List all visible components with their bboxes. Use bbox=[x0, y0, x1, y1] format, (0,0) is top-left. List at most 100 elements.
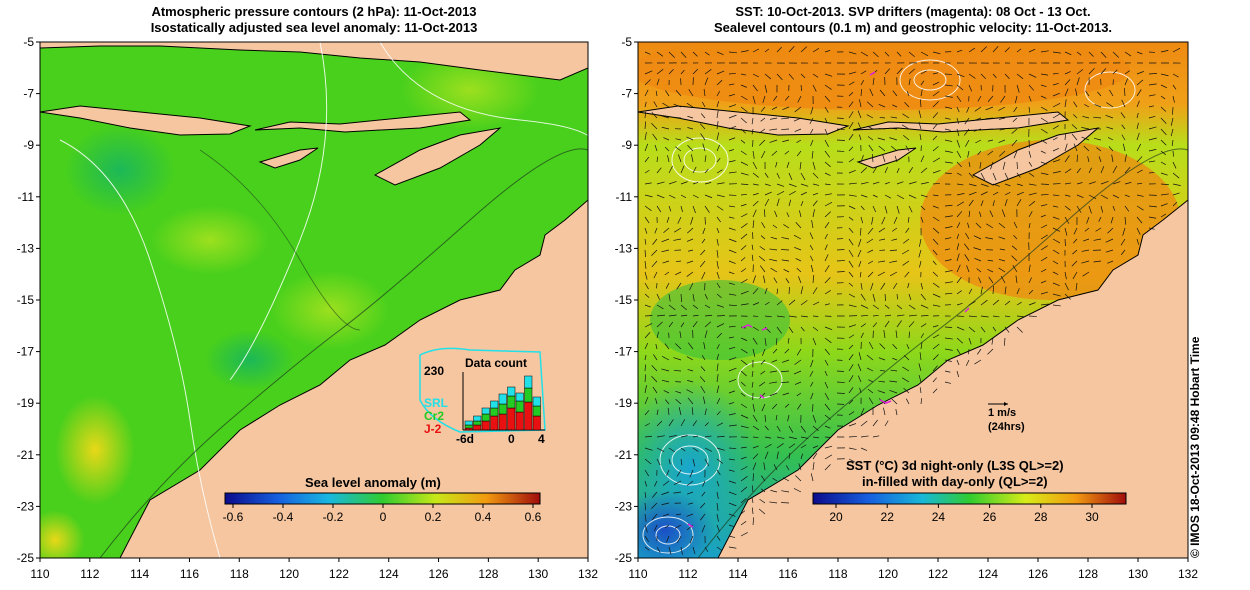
inset-legend-j2: J-2 bbox=[424, 422, 442, 436]
right-title-line1: SST: 10-Oct-2013. SVP drifters (magenta)… bbox=[735, 4, 1091, 19]
inset-xtick-start: -6d bbox=[456, 432, 474, 446]
left-map bbox=[40, 42, 588, 558]
inset-bar bbox=[498, 413, 507, 431]
inset-bar bbox=[481, 420, 490, 431]
colorbar-tick-label: 20 bbox=[829, 510, 843, 524]
left-title-line2: Isostatically adjusted sea level anomaly… bbox=[150, 20, 478, 35]
bathymetry-contour bbox=[697, 148, 1188, 558]
lat-tick-label: -25 bbox=[17, 551, 35, 565]
inset-bar bbox=[515, 411, 524, 431]
lat-tick-label: -5 bbox=[621, 35, 632, 49]
colorbar-tick-label: -0.4 bbox=[273, 510, 294, 524]
velocity-scale-label: 1 m/s bbox=[988, 407, 1017, 419]
island-java bbox=[638, 105, 850, 136]
lat-tick-label: -21 bbox=[17, 448, 35, 462]
inset-bar bbox=[507, 386, 516, 397]
sst-colorbar-title-line1: SST (°C) 3d night-only (L3S QL>=2) bbox=[846, 458, 1064, 473]
island-chain-nusa-tenggara bbox=[852, 111, 1070, 133]
inset-bar bbox=[490, 415, 499, 431]
colorbar-tick-label: 0 bbox=[380, 510, 387, 524]
lat-tick-label: -5 bbox=[23, 35, 34, 49]
lon-tick-label: 112 bbox=[80, 567, 99, 581]
lat-tick-label: -25 bbox=[615, 551, 633, 565]
data-count-inset bbox=[419, 347, 546, 433]
lat-tick-label: -7 bbox=[621, 87, 632, 101]
sst-colorbar-title-line2: in-filled with day-only (QL>=2) bbox=[862, 474, 1048, 489]
lat-tick-label: -9 bbox=[23, 138, 34, 152]
lon-tick-label: 132 bbox=[1178, 567, 1198, 581]
inset-bar bbox=[490, 400, 499, 409]
imos-credit: © IMOS 18-Oct-2013 09:48 Hobart Time bbox=[1188, 336, 1202, 558]
lon-tick-label: 118 bbox=[230, 567, 249, 581]
velocity-scale-arrow bbox=[988, 402, 1008, 406]
lon-tick-label: 120 bbox=[878, 567, 898, 581]
colorbar-tick-label: 30 bbox=[1085, 510, 1099, 524]
svp-drifter-tracks bbox=[687, 71, 970, 528]
lat-tick-label: -11 bbox=[18, 190, 35, 204]
lon-tick-label: 122 bbox=[329, 567, 349, 581]
lon-tick-label: 114 bbox=[728, 567, 747, 581]
lon-tick-label: 130 bbox=[1128, 567, 1148, 581]
island-sumba bbox=[856, 147, 917, 169]
sla-colorbar-ticks: -0.6 -0.4 -0.2 0 0.2 0.4 0.6 bbox=[223, 504, 542, 524]
lon-tick-label: 114 bbox=[130, 567, 149, 581]
axis-ticks: -5 -7 -9 -11 -13 -15 -17 -19 -21 -23 -25 110 112 114 1… bbox=[17, 35, 1199, 581]
lon-tick-label: 122 bbox=[928, 567, 948, 581]
inset-legend-cr2: Cr2 bbox=[424, 409, 445, 423]
colorbar-tick-label: 0.2 bbox=[425, 510, 442, 524]
island-timor bbox=[971, 127, 1100, 186]
lat-tick-label: -7 bbox=[23, 87, 34, 101]
right-title-line2: Sealevel contours (0.1 m) and geostrophi… bbox=[713, 20, 1113, 35]
colorbar-tick-label: 26 bbox=[983, 510, 997, 524]
inset-bar bbox=[532, 415, 541, 431]
inset-legend-srl: SRL bbox=[424, 396, 448, 410]
bathymetry-contour bbox=[199, 149, 361, 331]
lon-tick-label: 126 bbox=[1028, 567, 1048, 581]
lon-tick-label: 124 bbox=[978, 567, 998, 581]
colorbar-tick-label: 22 bbox=[881, 510, 895, 524]
lat-tick-label: -13 bbox=[615, 241, 633, 255]
right-title: SST: 10-Oct-2013. SVP drifters (magenta)… bbox=[638, 4, 1188, 36]
inset-bar bbox=[481, 413, 490, 422]
inset-bar bbox=[464, 420, 473, 426]
inset-bar bbox=[464, 424, 473, 429]
colorbar-tick-label: -0.2 bbox=[323, 510, 344, 524]
inset-bar bbox=[498, 403, 507, 415]
lat-tick-label: -11 bbox=[616, 190, 633, 204]
sst-warm-north bbox=[638, 42, 1130, 110]
inset-bar bbox=[515, 392, 524, 402]
pressure-contour bbox=[229, 42, 328, 381]
colorbar-tick-label: 0.6 bbox=[525, 510, 542, 524]
sst-colorbar bbox=[812, 492, 1127, 505]
colorbar-tick-label: 28 bbox=[1034, 510, 1048, 524]
bathymetry-contour bbox=[99, 148, 588, 558]
left-title: Atmospheric pressure contours (2 hPa): 1… bbox=[40, 4, 588, 36]
inset-bar bbox=[532, 405, 541, 417]
inset-bar bbox=[532, 396, 541, 407]
velocity-scale-sublabel: (24hrs) bbox=[988, 421, 1025, 433]
lon-tick-label: 110 bbox=[628, 567, 647, 581]
colorbar-tick-label: 0.4 bbox=[475, 510, 492, 524]
colorbar-tick-label: 24 bbox=[932, 510, 946, 524]
right-map bbox=[638, 42, 1188, 558]
lon-tick-label: 128 bbox=[1078, 567, 1098, 581]
inset-bar bbox=[473, 415, 482, 422]
geostrophic-velocity-arrows bbox=[644, 46, 1181, 555]
inset-bar bbox=[473, 424, 482, 431]
inset-xtick-zero: 0 bbox=[508, 432, 515, 446]
inset-bar bbox=[490, 407, 499, 417]
lat-tick-label: -9 bbox=[621, 138, 632, 152]
inset-bar bbox=[524, 375, 533, 389]
lon-tick-label: 132 bbox=[578, 567, 598, 581]
lon-tick-label: 124 bbox=[379, 567, 399, 581]
lat-tick-label: -13 bbox=[17, 241, 35, 255]
australia-landmass bbox=[717, 199, 1188, 558]
sst-green-patch bbox=[650, 280, 790, 360]
island-java bbox=[40, 105, 252, 136]
sla-colorbar-title: Sea level anomaly (m) bbox=[305, 475, 441, 490]
sla-yellow-patch-2 bbox=[40, 510, 85, 558]
island-sumba bbox=[258, 147, 319, 169]
lat-tick-label: -17 bbox=[615, 345, 633, 359]
lon-tick-label: 116 bbox=[180, 567, 199, 581]
left-title-line1: Atmospheric pressure contours (2 hPa): 1… bbox=[151, 4, 477, 19]
